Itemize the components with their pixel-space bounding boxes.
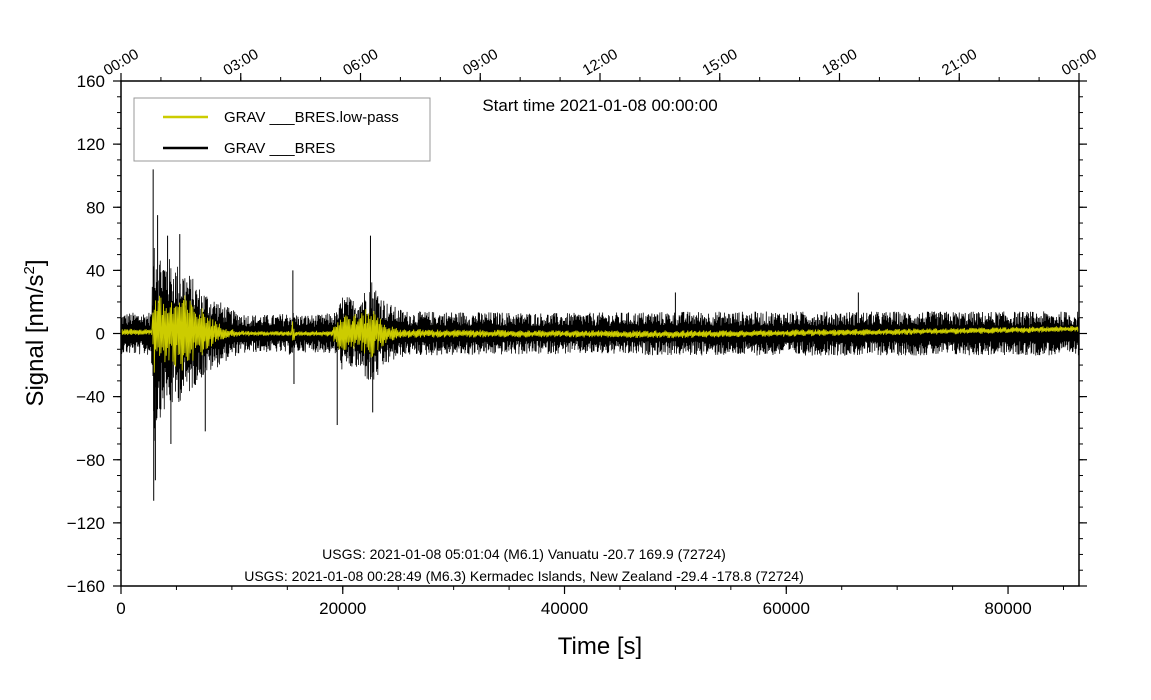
y-axis-label-superscript: 2 [21, 266, 38, 274]
y-axis-label-end: ] [22, 259, 49, 266]
legend-label-raw: GRAV ___BRES [224, 140, 335, 157]
plot-area [120, 169, 1080, 501]
x-axis: 0 20000 40000 60000 80000 [116, 586, 1064, 618]
legend-box [133, 97, 431, 162]
legend: GRAV ___BRES.low-pass GRAV ___BRES [133, 97, 431, 162]
y-tick-label: 120 [77, 135, 105, 154]
y-tick-label: 80 [86, 198, 105, 217]
x-tick-label: 20000 [319, 599, 366, 618]
x-tick-label: 40000 [541, 599, 588, 618]
series-grav-bres-low-pass [120, 295, 1080, 373]
y-tick-label: −120 [67, 514, 105, 533]
x-tick-label: 80000 [984, 599, 1031, 618]
y-axis-label-main: Signal [nm/s [22, 274, 49, 406]
y-tick-label: −40 [76, 388, 105, 407]
x-axis-label: Time [s] [558, 633, 642, 660]
y-tick-label: 160 [77, 72, 105, 91]
x-tick-label: 0 [116, 599, 125, 618]
legend-label-low-pass: GRAV ___BRES.low-pass [224, 109, 399, 126]
y-tick-label: −80 [76, 451, 105, 470]
annotation-kermadec: USGS: 2021-01-08 00:28:49 (M6.3) Kermade… [244, 568, 804, 584]
y-tick-label: 40 [86, 261, 105, 280]
y-tick-label: −160 [67, 577, 105, 596]
y-axis-label: Signal [nm/s2] [21, 259, 49, 406]
x-tick-label: 60000 [763, 599, 810, 618]
y-tick-label: 0 [96, 325, 105, 344]
series-trace [120, 295, 1080, 373]
top-time-axis: 00:00 03:00 06:00 09:00 12:00 15:00 18:00 21:00… [101, 46, 1100, 81]
annotation-vanuatu: USGS: 2021-01-08 05:01:04 (M6.1) Vanuatu… [322, 546, 726, 562]
plot-frame [120, 80, 1080, 587]
chart-title: Start time 2021-01-08 00:00:00 [482, 96, 717, 115]
series-trace [120, 248, 1080, 441]
